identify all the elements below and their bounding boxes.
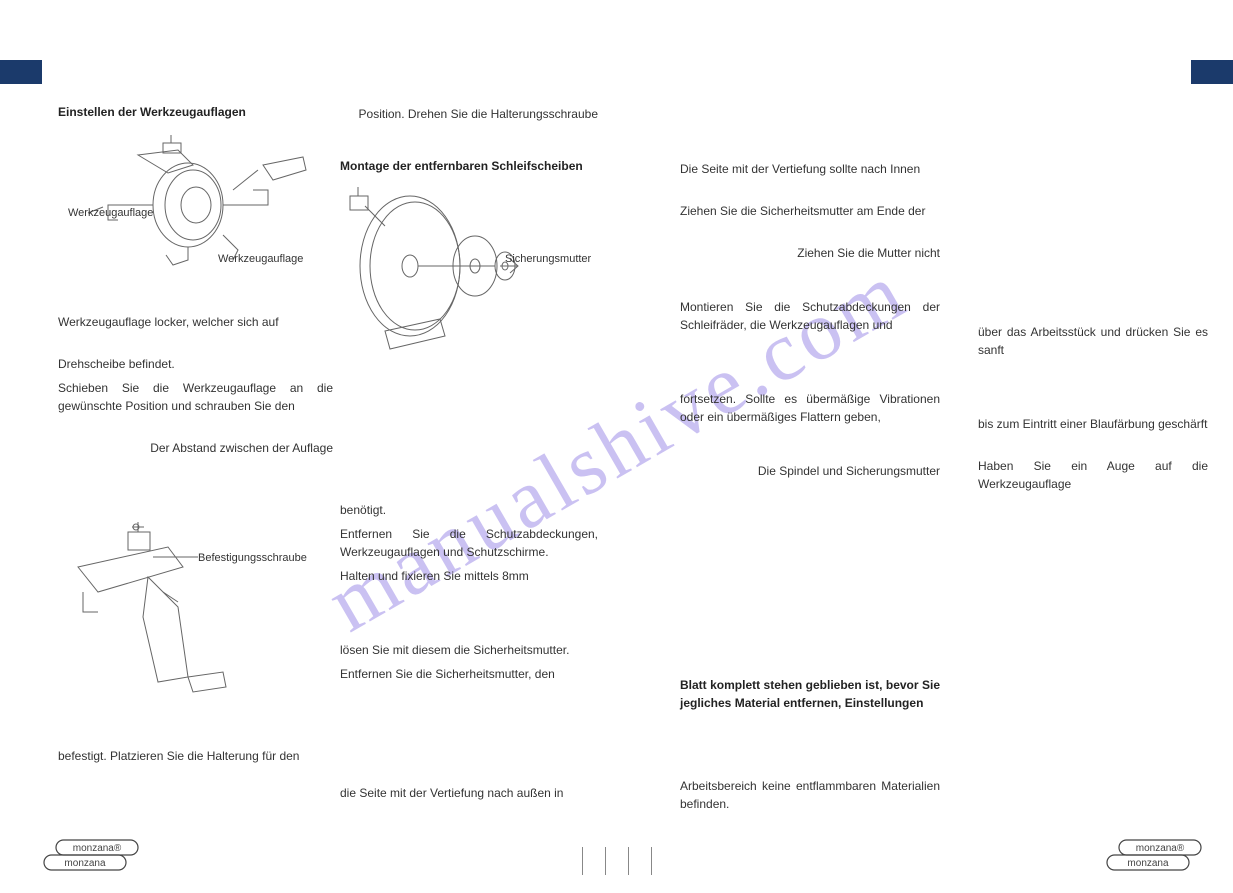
divider-tick [628,847,629,875]
column-3: Die Seite mit der Vertiefung sollte nach… [680,105,940,819]
text-para: Arbeitsbereich keine entflammbaren Mater… [680,777,940,813]
text-para: Position. Drehen Sie die Halterungsschra… [340,105,598,123]
text-para: lösen Sie mit diesem die Sicherheitsmutt… [340,641,598,659]
label-lock-nut: Sicherungsmutter [505,253,591,265]
text-para: Die Spindel und Sicherungsmutter [680,462,940,480]
svg-text:monzana®: monzana® [73,843,122,854]
heading-tool-rest: Einstellen der Werkzeugauflagen [58,105,333,119]
divider-tick [651,847,652,875]
text-para: Werkzeugauflage locker, welcher sich auf [58,313,333,331]
text-para: Drehscheibe befindet. [58,355,333,373]
text-para: Entfernen Sie die Schutzabdeckungen, Wer… [340,525,598,561]
accent-bar-right [1191,60,1233,84]
text-bold-para: Blatt komplett stehen geblieben ist, bev… [680,676,940,712]
column-4: über das Arbeitsstück und drücken Sie es… [978,105,1208,499]
page-content: Einstellen der Werkzeugauflagen [58,105,1193,813]
text-para: fortsetzen. Sollte es übermäßige Vibrati… [680,390,940,426]
divider-tick [605,847,606,875]
text-para: Ziehen Sie die Mutter nicht [680,244,940,262]
diagram-grinding-wheel: Sicherungsmutter [340,181,598,361]
text-para: befestigt. Platzieren Sie die Halterung … [58,747,333,765]
text-para: über das Arbeitsstück und drücken Sie es… [978,323,1208,359]
divider-tick [582,847,583,875]
diagram-tool-rest: Werkzeugauflage Werkzeugauflage [58,135,333,275]
svg-text:monzana®: monzana® [1136,843,1185,854]
text-para: Haben Sie ein Auge auf die Werkzeugaufla… [978,457,1208,493]
text-para: die Seite mit der Vertiefung nach außen … [340,784,598,802]
label-mounting-screw: Befestigungsschraube [198,552,307,564]
svg-text:monzana: monzana [64,858,106,869]
column-2: Position. Drehen Sie die Halterungsschra… [340,105,598,808]
brand-logo-right: monzana® monzana [1091,838,1203,875]
diagram-mounting-screw: Befestigungsschraube [58,517,333,697]
brand-logo-left: monzana® monzana [42,838,154,875]
label-tool-rest-right: Werkzeugauflage [218,253,303,265]
text-para: Montieren Sie die Schutzabdeckungen der … [680,298,940,334]
page-center-marks [582,847,652,875]
heading-grinding-wheels: Montage der entfernbaren Schleifscheiben [340,159,598,173]
text-para: bis zum Eintritt einer Blaufärbung gesch… [978,415,1208,433]
text-para: Entfernen Sie die Sicherheitsmutter, den [340,665,598,683]
text-para: Der Abstand zwischen der Auflage [58,439,333,457]
text-para: Schieben Sie die Werkzeugauflage an die … [58,379,333,415]
text-para: Halten und fixieren Sie mittels 8mm [340,567,598,585]
column-1: Einstellen der Werkzeugauflagen [58,105,333,771]
accent-bar-left [0,60,42,84]
text-para: Die Seite mit der Vertiefung sollte nach… [680,160,940,178]
text-para: Ziehen Sie die Sicherheitsmutter am Ende… [680,202,940,220]
svg-text:monzana: monzana [1127,858,1169,869]
label-tool-rest-left: Werkzeugauflage [68,207,153,219]
text-para: benötigt. [340,501,598,519]
